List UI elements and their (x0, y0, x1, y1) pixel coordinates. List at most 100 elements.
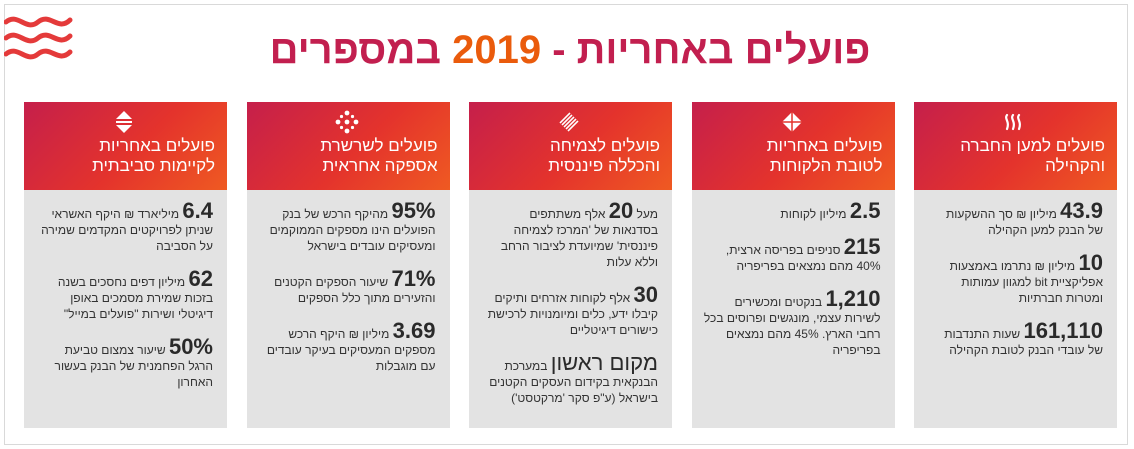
column-header: פועלים באחריות לטובת הלקוחות (691, 102, 895, 190)
column-title-line: פועלים לצמיחה (549, 136, 660, 155)
stat-lead: מהיקף הרכש של בנק (282, 207, 389, 221)
column-title: פועלים לצמיחה והכללה פיננסית (479, 136, 660, 176)
column-title-line: והקהילה (1045, 156, 1105, 175)
column-title: פועלים למען החברה והקהילה (924, 136, 1105, 176)
title-part1: פועלים באחריות - (552, 28, 871, 72)
stat-number: 62 (188, 266, 213, 291)
stat-number: מקום ראשון (550, 350, 658, 375)
stat-item: 43.9 מיליון ₪ סך ההשקעות של הבנק למען הק… (922, 200, 1103, 238)
stat-number: 95% (391, 198, 436, 223)
stat-item: 30 אלף לקוחות אזרחים ותיקים קיבלו ידע, כ… (477, 284, 658, 338)
column-title: פועלים באחריות לקיימות סביבתית (34, 136, 215, 176)
column-environment: פועלים באחריות לקיימות סביבתית 6.4 מיליא… (24, 102, 227, 428)
stat-item: 215 סניפים בפריסה ארצית, 40% מהם נמצאים … (700, 236, 881, 274)
stat-lead: מיליארד ₪ היקף האשראי (51, 207, 180, 221)
stat-lead: במערכת (504, 359, 548, 373)
column-title-line: פועלים לשרשרת (320, 136, 438, 155)
stat-lead: מיליון ₪ היקף הרכש (288, 327, 390, 341)
stat-text: 40% מהם נמצאים בפריפריה (736, 259, 881, 273)
column-header: פועלים למען החברה והקהילה (914, 102, 1117, 190)
stat-text: הרגל הפחמנית של הבנק בעשור האחרון (54, 359, 213, 389)
stat-number: 30 (633, 282, 658, 307)
stat-item: 95% מהיקף הרכש של בנק הפועלים הינו מספקי… (255, 200, 436, 254)
stat-item: 3.69 מיליון ₪ היקף הרכש מספקים המעסיקים … (255, 320, 436, 374)
waves-logo-icon (4, 16, 73, 60)
stat-text: בסדנאות של 'המרכז לצמיחה פיננסית' שמיועד… (500, 223, 658, 269)
column-community: פועלים למען החברה והקהילה 43.9 מיליון ₪ … (914, 102, 1117, 428)
stat-text: הפועלים הינו מספקים הממוקמים ומעסיקים עו… (269, 223, 436, 253)
title-year: 2019 (452, 28, 542, 72)
stat-text: מספקים המעסיקים בעיקר עובדים עם מוגבלות (266, 343, 436, 373)
stat-number: 50% (168, 334, 213, 359)
title-part2: במספרים (269, 28, 441, 72)
stat-item: 71% שיעור הספקים הקטנים והזעירים מתוך כל… (255, 266, 436, 306)
stat-lead: שיעור צמצום טביעת (64, 343, 166, 357)
flame-icon (1000, 110, 1028, 134)
striped-diamond-icon (555, 110, 583, 134)
stat-text: הבנקאית בקידום העסקים הקטנים בישראל (ע"פ… (489, 375, 658, 405)
stat-number: 20 (608, 198, 634, 223)
column-supply-chain: פועלים לשרשרת אספקה אחראית 95% מהיקף הרכ… (246, 102, 450, 428)
stat-number: 215 (843, 234, 881, 259)
stat-item: מעל 20 אלף משתתפים בסדנאות של 'המרכז לצמ… (477, 200, 658, 270)
stat-text: בזכות שמירת מסמכים באופן דיגיטלי ושירות … (63, 291, 213, 321)
column-title: פועלים באחריות לטובת הלקוחות (702, 136, 883, 176)
stat-number: 10 (1078, 250, 1103, 275)
stat-text: קיבלו ידע, כלים ומיומנויות לרכישת כישורי… (487, 307, 658, 337)
stat-item: 6.4 מיליארד ₪ היקף האשראי שניתן לפרויקטי… (32, 200, 213, 254)
stat-lead: סניפים בפריסה ארצית, (725, 243, 841, 257)
stat-item: מקום ראשון במערכת הבנקאית בקידום העסקים … (477, 352, 658, 406)
stat-text: אפליקציית bit למגוון עמותות ומטרות חברתי… (961, 275, 1103, 305)
column-body: 2.5 מיליון לקוחות 215 סניפים בפריסה ארצי… (691, 190, 895, 428)
stat-item: 62 מיליון דפים נחסכים בשנה בזכות שמירת מ… (32, 268, 213, 322)
column-title-line: לקיימות סביבתית (92, 156, 215, 175)
column-title-line: והכללה פיננסית (548, 156, 660, 175)
arrows-up-down-icon (110, 110, 138, 134)
stat-lead: אלף משתתפים (529, 207, 606, 221)
column-title-line: פועלים למען החברה (960, 136, 1105, 155)
column-title: פועלים לשרשרת אספקה אחראית (257, 136, 438, 176)
stat-lead: מיליון ₪ נתרמו באמצעות (949, 259, 1076, 273)
stat-item: 1,210 בנקטים ומכשירים לשירות עצמי, מונגש… (700, 288, 881, 358)
stat-item: 161,110 שעות התנדבות של עובדי הבנק לטובת… (922, 320, 1103, 358)
stat-lead: מיליון לקוחות (780, 207, 847, 221)
stat-lead: שעות התנדבות (944, 327, 1021, 341)
page-frame (4, 4, 1128, 445)
stat-text: של הבנק למען הקהילה (988, 223, 1103, 237)
column-body: מעל 20 אלף משתתפים בסדנאות של 'המרכז לצמ… (469, 190, 672, 428)
stat-lead: בנקטים ומכשירים (734, 295, 823, 309)
stat-number: 161,110 (1023, 318, 1103, 343)
column-title-line: אספקה אחראית (322, 156, 438, 175)
quad-diamond-icon (778, 110, 806, 134)
stat-text: של עובדי הבנק לטובת הקהילה (949, 343, 1103, 357)
stat-number: 2.5 (849, 198, 881, 223)
stat-lead: אלף לקוחות אזרחים ותיקים (494, 291, 631, 305)
columns: פועלים למען החברה והקהילה 43.9 מיליון ₪ … (24, 102, 1117, 428)
column-body: 6.4 מיליארד ₪ היקף האשראי שניתן לפרויקטי… (24, 190, 227, 428)
stat-number: 71% (391, 266, 436, 291)
column-body: 95% מהיקף הרכש של בנק הפועלים הינו מספקי… (246, 190, 450, 428)
stat-number: 1,210 (825, 286, 881, 311)
column-header: פועלים לצמיחה והכללה פיננסית (469, 102, 672, 190)
stat-text: לשירות עצמי, מונגשים ופרוסים בכל רחבי הא… (703, 311, 881, 357)
stat-text: שניתן לפרויקטים המקדמים שמירה על הסביבה (41, 223, 213, 253)
stat-item: 10 מיליון ₪ נתרמו באמצעות אפליקציית bit … (922, 252, 1103, 306)
stat-lead: מיליון דפים נחסכים בשנה (57, 275, 186, 289)
column-financial-inclusion: פועלים לצמיחה והכללה פיננסית מעל 20 אלף … (469, 102, 672, 428)
dot-cluster-icon (333, 110, 361, 134)
stat-item: 50% שיעור צמצום טביעת הרגל הפחמנית של הב… (32, 336, 213, 390)
column-title-line: לטובת הלקוחות (769, 156, 883, 175)
stat-number: 3.69 (392, 318, 436, 343)
column-title-line: פועלים באחריות (99, 136, 215, 155)
stat-prefix: מעל (636, 207, 658, 221)
column-header: פועלים באחריות לקיימות סביבתית (24, 102, 227, 190)
stat-text: והזעירים מתוך כלל הספקים (297, 291, 436, 305)
column-header: פועלים לשרשרת אספקה אחראית (246, 102, 450, 190)
column-customers: פועלים באחריות לטובת הלקוחות 2.5 מיליון … (691, 102, 895, 428)
stat-number: 43.9 (1060, 198, 1103, 223)
column-body: 43.9 מיליון ₪ סך ההשקעות של הבנק למען הק… (914, 190, 1117, 428)
stat-item: 2.5 מיליון לקוחות (700, 198, 881, 223)
column-title-line: פועלים באחריות (766, 136, 883, 155)
page-title: פועלים באחריות - 2019 במספרים (150, 24, 990, 76)
stat-lead: מיליון ₪ סך ההשקעות (945, 207, 1057, 221)
